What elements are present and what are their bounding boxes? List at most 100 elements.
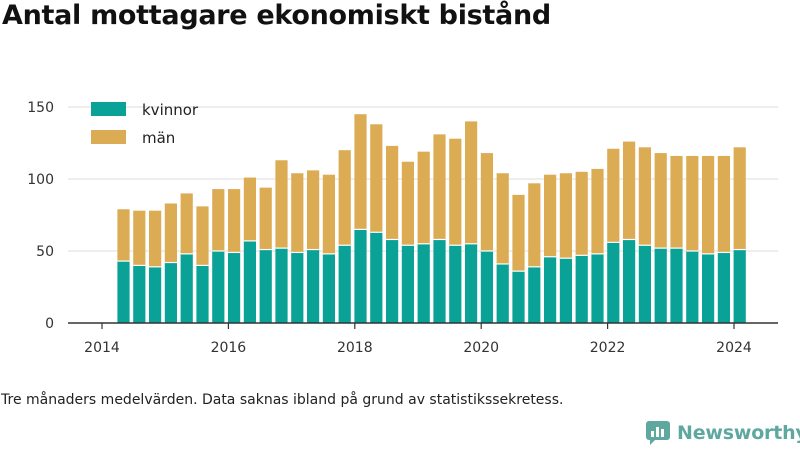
- y-tick-label: 50: [36, 244, 54, 260]
- bar-man: [307, 170, 320, 250]
- bar-kvinnor: [559, 258, 572, 323]
- bar-man: [338, 150, 351, 246]
- y-tick-label: 150: [27, 100, 54, 116]
- bar-man: [228, 189, 241, 253]
- bar-man: [180, 193, 193, 254]
- bar-kvinnor: [591, 253, 604, 323]
- bar-kvinnor: [496, 263, 509, 323]
- bar-man: [638, 147, 651, 246]
- y-tick-label: 100: [27, 172, 54, 188]
- x-tick-label: 2018: [337, 340, 373, 356]
- legend-swatch: [91, 102, 126, 116]
- x-tick-label: 2024: [716, 340, 752, 356]
- bar-man: [259, 187, 272, 250]
- bar-kvinnor: [370, 232, 383, 323]
- brand-name: Newsworthy: [677, 422, 800, 444]
- newsworthy-logo-icon: [646, 421, 670, 445]
- bar-man: [654, 153, 667, 249]
- bar-man: [733, 147, 746, 250]
- bar-kvinnor: [149, 266, 162, 323]
- y-tick-label: 0: [45, 316, 54, 332]
- bar-man: [401, 161, 414, 246]
- bar-kvinnor: [291, 252, 304, 323]
- legend-swatch: [91, 130, 126, 144]
- bar-man: [291, 173, 304, 253]
- bar-kvinnor: [512, 271, 525, 323]
- bar-kvinnor: [322, 253, 335, 323]
- bar-man: [544, 174, 557, 257]
- bar-man: [702, 155, 715, 254]
- bar-man: [480, 153, 493, 251]
- bar-man: [386, 145, 399, 240]
- bar-kvinnor: [528, 266, 541, 323]
- bar-kvinnor: [243, 240, 256, 323]
- legend-label: kvinnor: [142, 101, 199, 119]
- bar-kvinnor: [717, 252, 730, 323]
- x-tick-label: 2014: [84, 340, 120, 356]
- bar-man: [243, 177, 256, 241]
- bar-man: [322, 174, 335, 254]
- bar-man: [133, 210, 146, 266]
- bar-kvinnor: [607, 242, 620, 323]
- bar-kvinnor: [623, 239, 636, 323]
- bar-man: [212, 189, 225, 251]
- bar-kvinnor: [702, 253, 715, 323]
- bar-man: [117, 209, 130, 262]
- bar-kvinnor: [228, 252, 241, 323]
- bar-man: [417, 151, 430, 244]
- bar-kvinnor: [180, 253, 193, 323]
- bar-kvinnor: [733, 249, 746, 323]
- bar-kvinnor: [386, 239, 399, 323]
- bar-kvinnor: [354, 229, 367, 323]
- bar-kvinnor: [686, 251, 699, 323]
- bar-kvinnor: [212, 251, 225, 323]
- bar-man: [512, 194, 525, 272]
- bar-kvinnor: [401, 245, 414, 323]
- bar-kvinnor: [465, 243, 478, 323]
- bar-kvinnor: [449, 245, 462, 323]
- bar-man: [465, 121, 478, 244]
- bar-man: [354, 114, 367, 230]
- bar-man: [370, 124, 383, 233]
- bar-man: [623, 141, 636, 240]
- bar-man: [591, 168, 604, 254]
- bar-kvinnor: [638, 245, 651, 323]
- bar-man: [575, 171, 588, 256]
- x-tick-label: 2020: [463, 340, 499, 356]
- bar-kvinnor: [670, 248, 683, 323]
- bar-kvinnor: [480, 251, 493, 323]
- bar-man: [528, 183, 541, 267]
- bar-kvinnor: [117, 261, 130, 323]
- bar-man: [433, 134, 446, 240]
- bar-kvinnor: [417, 243, 430, 323]
- bar-man: [686, 155, 699, 251]
- bar-kvinnor: [338, 245, 351, 323]
- bar-man: [449, 138, 462, 246]
- bar-kvinnor: [275, 248, 288, 323]
- bar-kvinnor: [133, 265, 146, 323]
- bar-kvinnor: [307, 249, 320, 323]
- brand-logo[interactable]: Newsworthy: [645, 420, 800, 446]
- chart-note: Tre månaders medelvärden. Data saknas ib…: [1, 392, 564, 408]
- bar-kvinnor: [259, 249, 272, 323]
- bar-kvinnor: [575, 255, 588, 323]
- bar-kvinnor: [433, 239, 446, 323]
- bar-kvinnor: [164, 262, 177, 323]
- bar-kvinnor: [196, 265, 209, 323]
- bar-man: [164, 203, 177, 263]
- bar-man: [717, 155, 730, 253]
- bar-kvinnor: [654, 248, 667, 323]
- legend-label: män: [142, 129, 175, 147]
- bar-man: [149, 210, 162, 267]
- x-tick-label: 2022: [590, 340, 626, 356]
- bar-man: [275, 160, 288, 249]
- bar-man: [607, 148, 620, 243]
- bar-man: [496, 173, 509, 264]
- bar-man: [559, 173, 572, 259]
- bar-man: [670, 155, 683, 249]
- chart-title: Antal mottagare ekonomiskt bistånd: [2, 0, 551, 31]
- bar-man: [196, 206, 209, 266]
- bar-kvinnor: [544, 256, 557, 323]
- x-tick-label: 2016: [211, 340, 247, 356]
